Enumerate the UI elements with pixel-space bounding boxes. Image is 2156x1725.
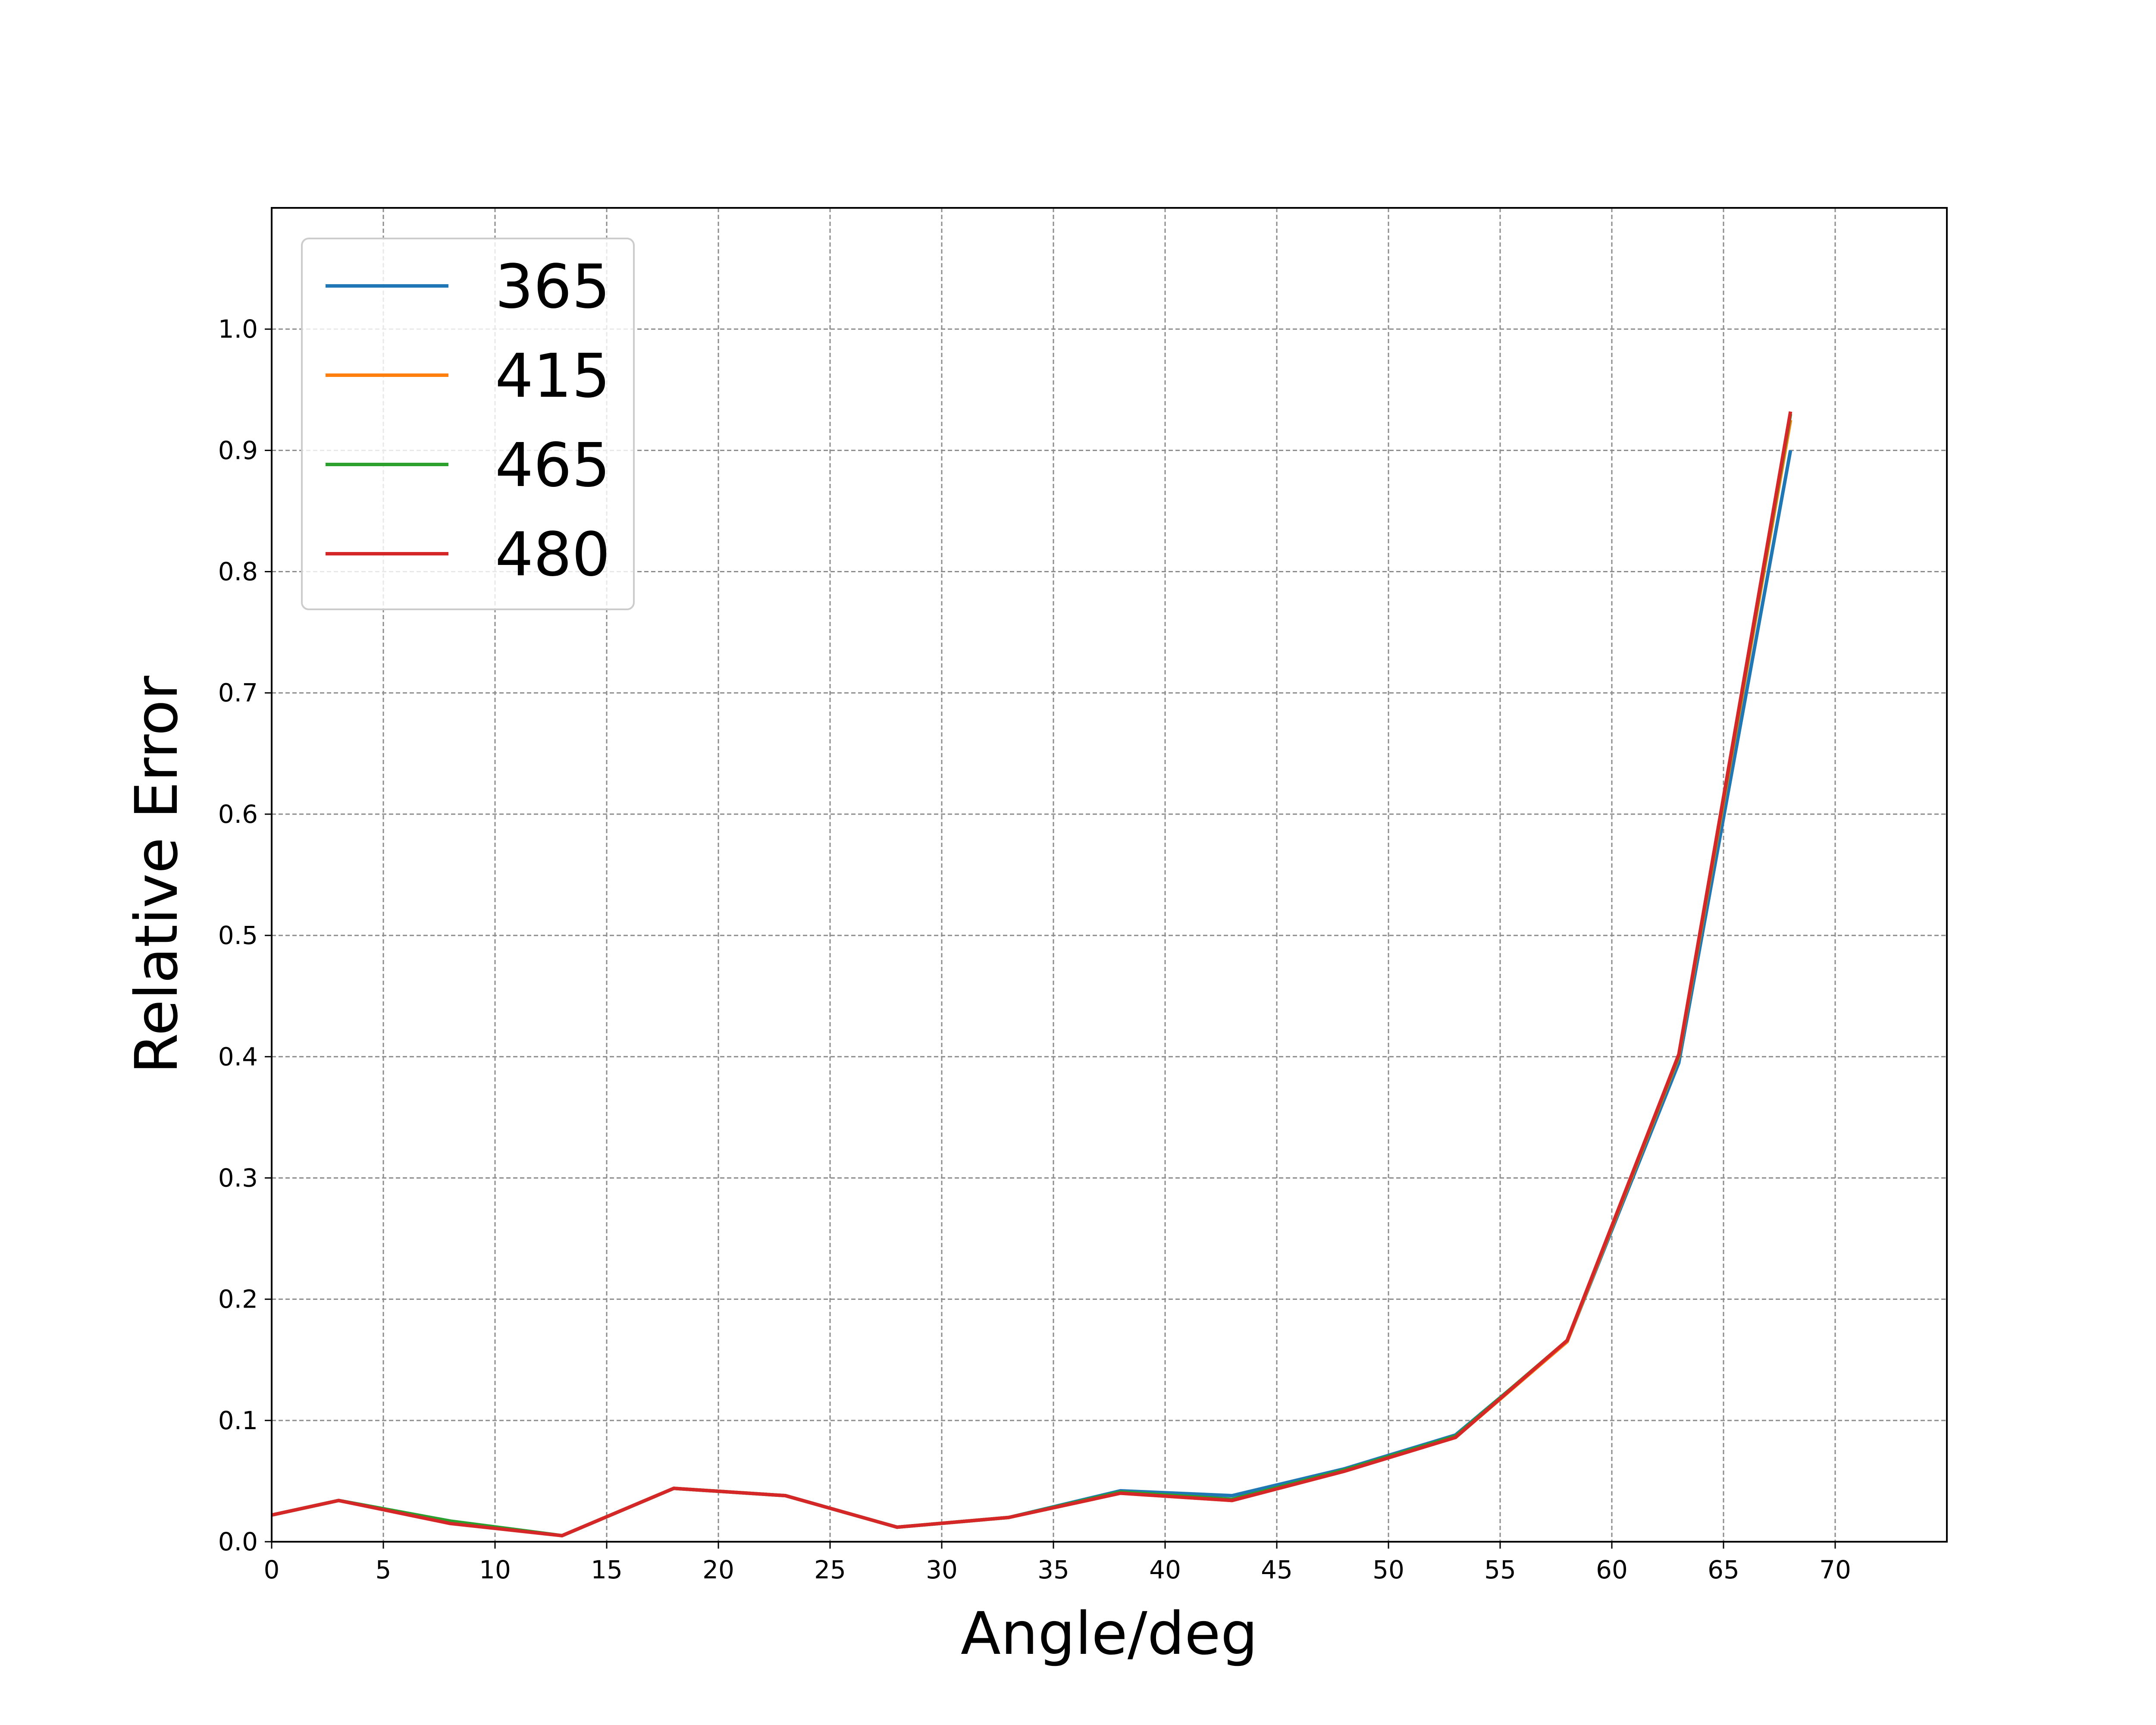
y-axis-ticks: 0.0 0.1 0.2 0.3 0.4 0.5 0.6 0.7 0.8 0.9 1.0	[218, 314, 272, 1556]
y-tick-label: 0.8	[218, 557, 258, 586]
x-tick-label: 40	[1149, 1555, 1181, 1584]
x-tick-label: 10	[479, 1555, 511, 1584]
y-tick-label: 0.5	[218, 921, 258, 950]
x-tick-label: 20	[702, 1555, 734, 1584]
y-tick-label: 0.9	[218, 436, 258, 465]
x-tick-label: 55	[1484, 1555, 1516, 1584]
legend-label-415: 415	[495, 341, 610, 411]
legend-label-365: 365	[495, 252, 610, 322]
x-tick-label: 30	[926, 1555, 958, 1584]
y-tick-label: 0.6	[218, 800, 258, 829]
x-axis-ticks: 0 5 10 15 20 25 30 35 40 45 50 55 60 65 70	[264, 1542, 1851, 1584]
x-tick-label: 50	[1373, 1555, 1404, 1584]
y-tick-label: 0.2	[218, 1285, 258, 1314]
legend: 365 415 465 480	[301, 238, 635, 610]
x-tick-label: 70	[1819, 1555, 1851, 1584]
x-tick-label: 65	[1708, 1555, 1739, 1584]
x-tick-label: 60	[1596, 1555, 1628, 1584]
x-axis-label: Angle/deg	[961, 1600, 1258, 1668]
x-tick-label: 25	[814, 1555, 846, 1584]
y-tick-label: 0.1	[218, 1406, 258, 1435]
legend-box	[301, 238, 635, 610]
y-tick-label: 0.7	[218, 678, 258, 708]
x-tick-label: 5	[376, 1555, 392, 1584]
x-tick-label: 35	[1037, 1555, 1069, 1584]
x-tick-label: 45	[1261, 1555, 1293, 1584]
series-lines	[271, 411, 1792, 1537]
series-line-480	[271, 411, 1792, 1537]
x-tick-label: 0	[264, 1555, 280, 1584]
y-axis-label: Relative Error	[123, 676, 191, 1074]
plot-frame	[271, 207, 1948, 1543]
y-tick-label: 0.3	[218, 1163, 258, 1192]
y-tick-label: 0.0	[218, 1527, 258, 1556]
legend-label-480: 480	[495, 520, 610, 590]
legend-label-465: 465	[495, 430, 610, 501]
x-tick-label: 15	[591, 1555, 623, 1584]
y-tick-label: 1.0	[218, 314, 258, 344]
y-tick-label: 0.4	[218, 1042, 258, 1071]
